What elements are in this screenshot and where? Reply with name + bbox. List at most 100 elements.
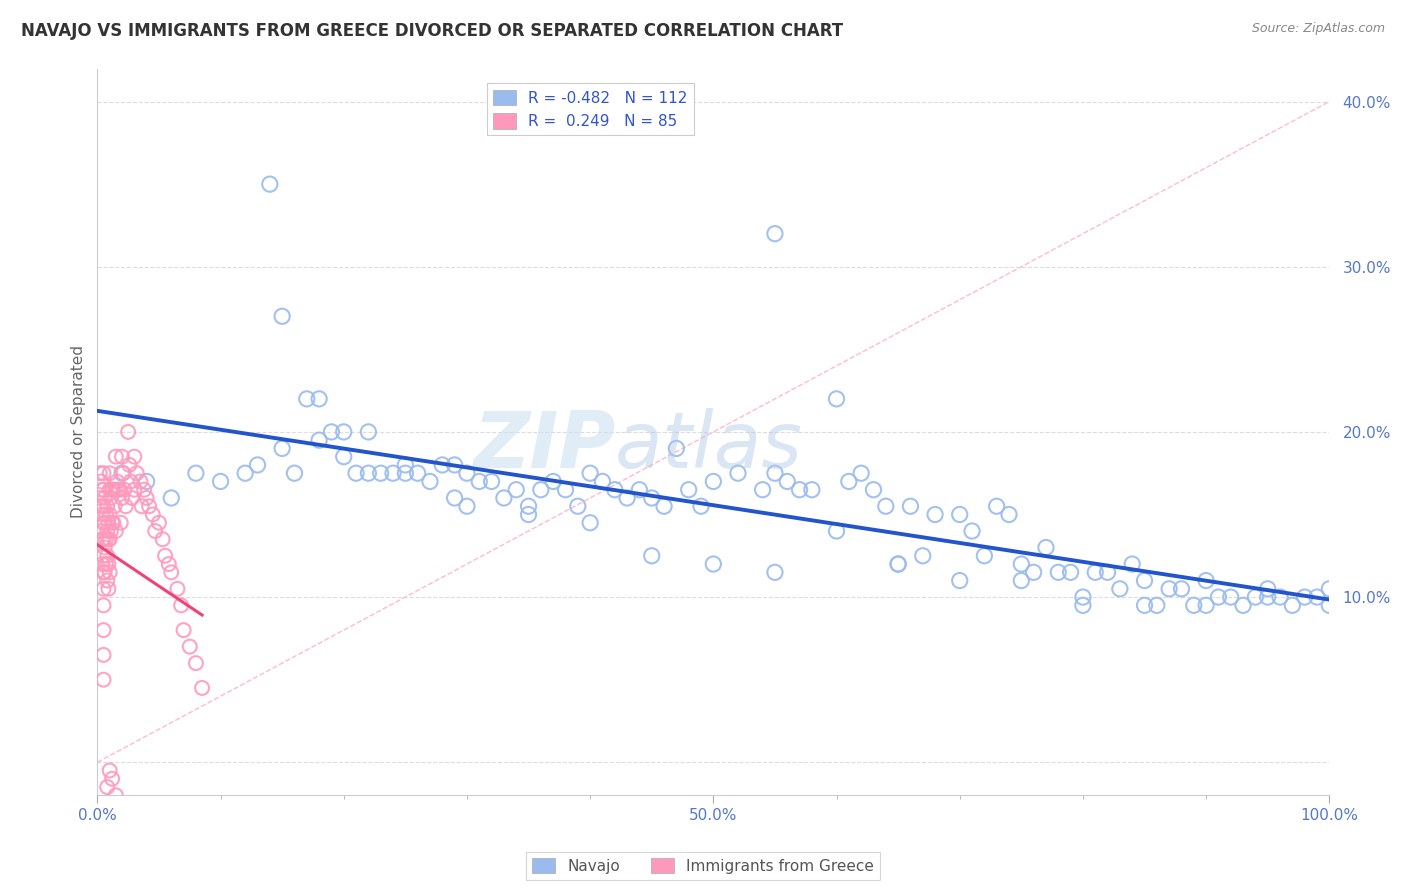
Point [1306,590,1329,604]
Point [332,450,354,464]
Point [93,673,115,687]
Point [998,508,1021,522]
Point [628,483,651,497]
Point [125,466,148,480]
Point [727,466,749,480]
Point [120,475,142,489]
Point [763,466,786,480]
Point [94,557,117,571]
Point [153,549,176,563]
Point [98,764,121,778]
Point [394,466,416,480]
Point [1121,557,1143,571]
Point [862,483,884,497]
Point [1071,590,1094,604]
Point [93,516,115,530]
Point [96,780,118,794]
Point [104,500,127,514]
Point [135,475,157,489]
Text: Source: ZipAtlas.com: Source: ZipAtlas.com [1251,22,1385,36]
Point [131,500,153,514]
Point [973,549,995,563]
Point [1244,590,1267,604]
Point [93,533,115,547]
Point [949,574,972,588]
Point [1170,582,1192,596]
Point [96,549,118,563]
Point [1268,590,1291,604]
Point [103,516,125,530]
Point [148,516,170,530]
Point [184,466,207,480]
Point [93,466,115,480]
Point [1133,574,1156,588]
Point [567,500,589,514]
Point [124,830,146,844]
Point [986,500,1008,514]
Point [135,491,157,505]
Point [751,483,773,497]
Point [481,475,503,489]
Point [100,524,122,538]
Point [96,574,118,588]
Point [1097,566,1119,580]
Point [104,524,127,538]
Point [94,533,117,547]
Point [1182,599,1205,613]
Point [111,491,134,505]
Point [690,500,713,514]
Point [1195,599,1218,613]
Point [93,483,115,497]
Point [1047,566,1070,580]
Point [443,491,465,505]
Point [1317,582,1340,596]
Point [641,549,664,563]
Point [1219,590,1241,604]
Point [259,177,281,191]
Point [179,640,201,654]
Point [134,483,156,497]
Point [96,500,118,514]
Point [776,475,799,489]
Point [104,450,127,464]
Point [98,533,121,547]
Point [121,491,143,505]
Point [129,475,152,489]
Point [166,582,188,596]
Point [101,483,124,497]
Point [332,425,354,439]
Point [530,483,553,497]
Text: ZIP: ZIP [472,409,614,484]
Point [111,450,134,464]
Point [1133,599,1156,613]
Point [1022,566,1045,580]
Point [104,789,127,803]
Point [91,483,114,497]
Point [114,500,136,514]
Point [111,466,134,480]
Point [93,623,115,637]
Point [90,524,112,538]
Point [93,599,115,613]
Point [152,533,174,547]
Point [432,458,454,472]
Point [591,475,613,489]
Point [825,524,848,538]
Point [97,516,120,530]
Point [103,483,125,497]
Point [616,491,638,505]
Point [603,483,626,497]
Point [93,500,115,514]
Point [271,310,294,324]
Point [108,483,131,497]
Text: atlas: atlas [614,409,803,484]
Point [283,466,305,480]
Point [308,392,330,406]
Y-axis label: Divorced or Separated: Divorced or Separated [72,345,86,518]
Point [94,508,117,522]
Point [949,508,972,522]
Point [468,475,491,489]
Point [98,508,121,522]
Point [1317,599,1340,613]
Point [406,466,429,480]
